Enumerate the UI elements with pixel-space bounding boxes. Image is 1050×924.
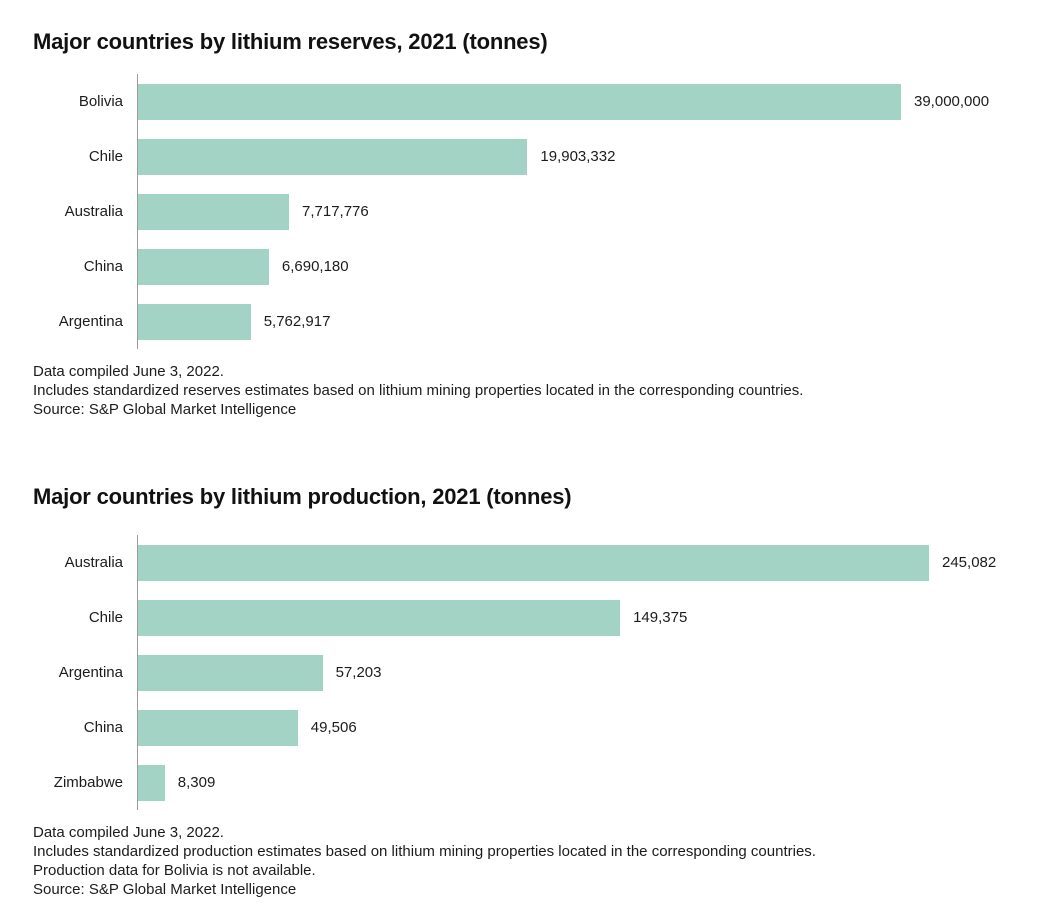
y-axis-line xyxy=(137,535,138,810)
value-label: 7,717,776 xyxy=(302,203,369,220)
bar xyxy=(138,709,298,746)
footnote-line: Includes standardized reserves estimates… xyxy=(33,382,804,399)
value-label: 245,082 xyxy=(942,554,997,571)
reserves-footnotes: Data compiled June 3, 2022. Includes stan… xyxy=(33,362,1020,419)
bar xyxy=(138,654,323,691)
footnote-line: Source: S&P Global Market Intelligence xyxy=(33,881,297,898)
footnote-line: Data compiled June 3, 2022. xyxy=(33,363,224,380)
value-label: 19,903,332 xyxy=(540,148,616,165)
bar xyxy=(138,248,269,285)
category-label: Chile xyxy=(88,148,123,165)
reserves-chart-section: Major countries by lithium reserves, 202… xyxy=(33,28,1020,419)
value-label: 5,762,917 xyxy=(263,313,331,330)
production-chart-title: Major countries by lithium production, 2… xyxy=(33,484,572,509)
category-label: Bolivia xyxy=(78,93,123,110)
footnote-line: Data compiled June 3, 2022. xyxy=(33,824,224,841)
bar-row: China 49,506 xyxy=(33,700,1020,755)
production-chart-section: Major countries by lithium production, 2… xyxy=(33,483,1020,899)
bar-row: China 6,690,180 xyxy=(33,239,1020,294)
footnote-line: Production data for Bolivia is not avail… xyxy=(33,862,316,879)
production-bar-plot: Australia 245,082 Chile 149,375 Argentina 57,… xyxy=(33,535,1020,810)
reserves-chart-title: Major countries by lithium reserves, 202… xyxy=(33,29,548,54)
bar-row: Australia 7,717,776 xyxy=(33,184,1020,239)
bar-row: Zimbabwe 8,309 xyxy=(33,755,1020,810)
bar xyxy=(138,193,289,230)
value-label: 57,203 xyxy=(335,664,382,681)
value-label: 6,690,180 xyxy=(281,258,349,275)
production-footnotes: Data compiled June 3, 2022. Includes stan… xyxy=(33,823,1020,899)
category-label: Argentina xyxy=(58,313,123,330)
bar-row: Argentina 5,762,917 xyxy=(33,294,1020,349)
y-axis-line xyxy=(137,74,138,349)
value-label: 149,375 xyxy=(633,609,688,626)
bar xyxy=(138,544,929,581)
bar-row: Australia 245,082 xyxy=(33,535,1020,590)
bar xyxy=(138,83,901,120)
category-label: Australia xyxy=(64,203,123,220)
footnote-line: Includes standardized production estimat… xyxy=(33,843,816,860)
reserves-bar-plot: Bolivia 39,000,000 Chile 19,903,332 Australi… xyxy=(33,74,1020,349)
value-label: 8,309 xyxy=(177,774,216,791)
category-label: China xyxy=(83,719,123,736)
category-label: Australia xyxy=(64,554,123,571)
footnote-line: Source: S&P Global Market Intelligence xyxy=(33,401,297,418)
value-label: 49,506 xyxy=(310,719,357,736)
bar xyxy=(138,764,165,801)
bar-row: Bolivia 39,000,000 xyxy=(33,74,1020,129)
category-label: Chile xyxy=(88,609,123,626)
category-label: Zimbabwe xyxy=(53,774,123,791)
bar xyxy=(138,303,251,340)
bar xyxy=(138,599,621,636)
value-label: 39,000,000 xyxy=(914,93,990,110)
bar xyxy=(138,138,528,175)
category-label: China xyxy=(83,258,123,275)
bar-row: Chile 149,375 xyxy=(33,590,1020,645)
category-label: Argentina xyxy=(58,664,123,681)
bar-row: Argentina 57,203 xyxy=(33,645,1020,700)
bar-row: Chile 19,903,332 xyxy=(33,129,1020,184)
